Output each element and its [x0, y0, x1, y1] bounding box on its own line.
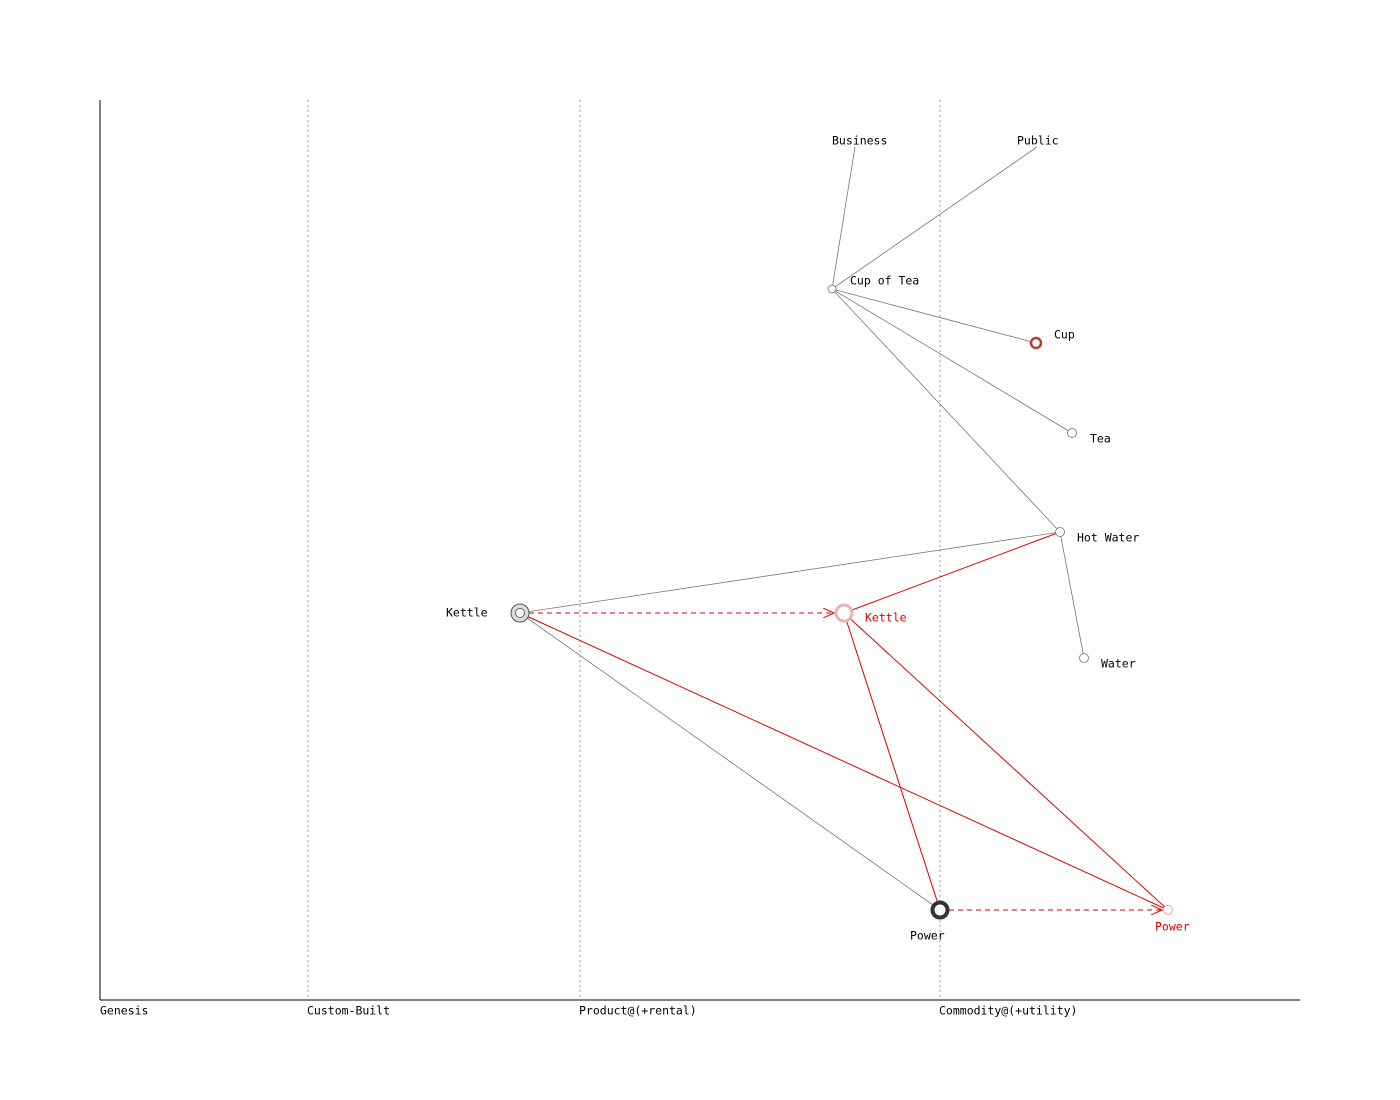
link	[831, 146, 856, 290]
node-label: Kettle	[865, 611, 907, 625]
link	[519, 612, 941, 911]
link	[1059, 531, 1085, 659]
link	[831, 288, 1073, 434]
node	[515, 608, 525, 618]
link	[519, 612, 1169, 911]
axis-label: Product@(+rental)	[579, 1004, 697, 1018]
node	[1067, 428, 1077, 438]
axis-label: Custom-Built	[307, 1004, 390, 1018]
link	[831, 146, 1038, 290]
node	[1055, 527, 1065, 537]
node-label: Business	[832, 134, 887, 148]
links	[519, 146, 1085, 911]
future-links	[519, 531, 1169, 911]
node	[834, 603, 854, 623]
link	[843, 531, 1061, 614]
node-label: Kettle	[446, 606, 488, 620]
node-label: Hot Water	[1077, 531, 1139, 545]
node	[827, 284, 837, 294]
node-label: Power	[1155, 920, 1190, 934]
axis-label: Genesis	[100, 1004, 148, 1018]
node	[930, 900, 950, 920]
node-label: Cup of Tea	[850, 274, 919, 288]
axis-label: Commodity@(+utility)	[939, 1004, 1077, 1018]
node	[1029, 336, 1043, 350]
node	[1079, 653, 1089, 663]
link	[843, 612, 1169, 911]
node-label: Public	[1017, 134, 1059, 148]
link	[831, 288, 1061, 533]
node-label: Cup	[1054, 328, 1075, 342]
link	[843, 612, 941, 911]
node-label: Power	[910, 929, 945, 943]
node-label: Water	[1101, 657, 1136, 671]
link	[519, 531, 1061, 614]
node-label: Tea	[1090, 432, 1111, 446]
stage-dividers	[307, 100, 941, 1000]
link	[831, 288, 1037, 344]
node	[1163, 905, 1173, 915]
